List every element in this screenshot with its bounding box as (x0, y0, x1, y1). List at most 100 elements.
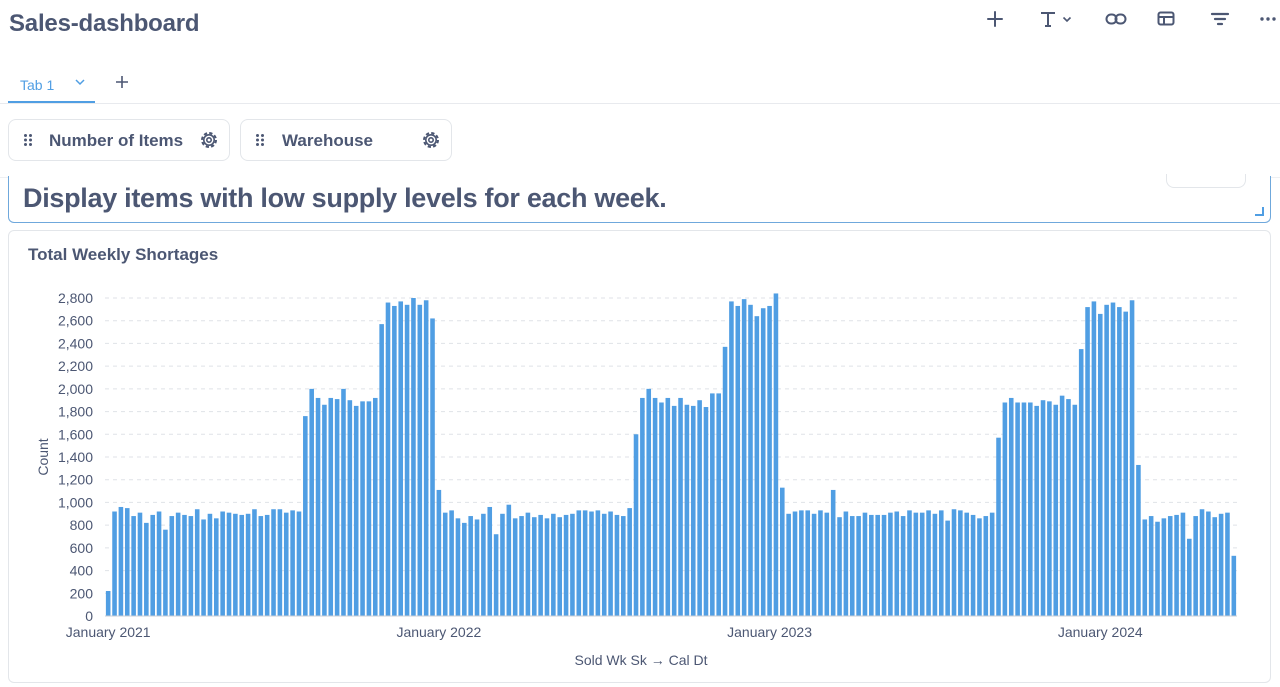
bar (601, 513, 607, 616)
add-tab-button[interactable] (111, 71, 133, 93)
bar (182, 514, 187, 616)
bar (818, 510, 823, 616)
bar (805, 510, 811, 616)
add-section-button[interactable] (1154, 6, 1178, 32)
bar (1072, 404, 1078, 616)
bar (372, 397, 378, 616)
bar (830, 489, 836, 616)
bar (633, 434, 639, 616)
bar (913, 512, 919, 616)
bar (366, 401, 372, 616)
x-tick-label: January 2024 (1058, 624, 1143, 640)
resize-handle[interactable] (1255, 207, 1264, 216)
card-actions[interactable] (1166, 174, 1246, 188)
bar (1212, 517, 1218, 616)
add-text-button[interactable] (1034, 6, 1076, 32)
bar (958, 510, 963, 616)
bar (258, 516, 264, 616)
grip-icon[interactable] (255, 133, 265, 147)
bar (493, 534, 499, 616)
bar (531, 517, 537, 616)
bar (271, 509, 276, 616)
gear-icon[interactable] (421, 130, 441, 150)
bar (379, 324, 384, 616)
y-tick-label: 1,800 (58, 404, 93, 420)
bar (1047, 401, 1052, 616)
bar (557, 517, 562, 616)
bar (309, 388, 314, 616)
bar (500, 513, 505, 616)
bar (512, 518, 518, 616)
bar (525, 512, 531, 616)
bar (767, 305, 772, 616)
chart-title[interactable]: Total Weekly Shortages (28, 245, 219, 264)
bar (1110, 302, 1116, 616)
grip-icon[interactable] (23, 133, 33, 147)
more-icon (1260, 17, 1276, 21)
y-tick-label: 1,000 (58, 494, 93, 510)
bar (1225, 512, 1230, 616)
more-options-button[interactable] (1256, 6, 1280, 32)
bar (684, 404, 690, 616)
bar (748, 304, 753, 616)
add-link-button[interactable] (1104, 6, 1128, 32)
bar (1187, 538, 1192, 616)
bar (760, 308, 766, 616)
text-icon (1041, 12, 1055, 27)
bar (245, 513, 251, 616)
bar (964, 512, 970, 616)
x-tick-label: January 2022 (396, 624, 481, 640)
bar (1117, 307, 1122, 616)
bar (837, 517, 842, 616)
bar (1002, 402, 1008, 616)
chevron-down-icon[interactable] (74, 76, 86, 88)
bar (118, 506, 124, 616)
bar (239, 514, 245, 616)
tabs-bar: Tab 1 (0, 66, 1280, 104)
bar (888, 512, 893, 616)
bar (989, 512, 995, 616)
filter-icon (1210, 12, 1230, 26)
bar (519, 516, 524, 616)
add-card-button[interactable] (984, 6, 1006, 32)
bar (926, 510, 931, 616)
y-tick-label: 200 (70, 585, 94, 601)
bar (792, 511, 798, 616)
y-tick-label: 2,600 (58, 313, 93, 329)
text-card[interactable]: Display items with low supply levels for… (8, 174, 1271, 223)
chart-card: Total Weekly Shortages 0 200 400 600 800 1,00… (8, 230, 1271, 683)
bar (1155, 521, 1160, 616)
bar (214, 518, 219, 616)
bar (1104, 304, 1109, 616)
x-axis-label: Sold Wk Sk → Cal Dt (574, 652, 707, 668)
add-filter-button[interactable] (1208, 6, 1232, 32)
y-tick-label: 400 (70, 563, 94, 579)
filter-warehouse[interactable]: Warehouse (240, 119, 452, 161)
bar (290, 510, 295, 616)
bar (194, 509, 200, 616)
filter-label: Warehouse (282, 131, 374, 150)
bar (589, 511, 594, 616)
bar (404, 304, 410, 616)
bar (900, 516, 906, 616)
bar (951, 509, 957, 616)
bar (112, 511, 117, 616)
bar (442, 512, 448, 616)
gear-icon[interactable] (199, 130, 219, 150)
bar (576, 510, 582, 616)
bar (938, 510, 944, 616)
y-tick-label: 600 (70, 540, 94, 556)
y-tick-label: 2,200 (58, 358, 93, 374)
filter-number-of-items[interactable]: Number of Items (8, 119, 230, 161)
bar (970, 514, 976, 616)
tab-1[interactable]: Tab 1 (8, 66, 95, 103)
bar (843, 511, 849, 616)
bar (303, 416, 308, 616)
bar (334, 399, 340, 616)
plus-icon (116, 76, 128, 88)
bar (697, 400, 702, 616)
text-card-content: Display items with low supply levels for… (23, 183, 667, 213)
y-tick-label: 0 (85, 608, 93, 624)
bar (1148, 516, 1154, 616)
chevron-down-icon (1062, 16, 1072, 23)
